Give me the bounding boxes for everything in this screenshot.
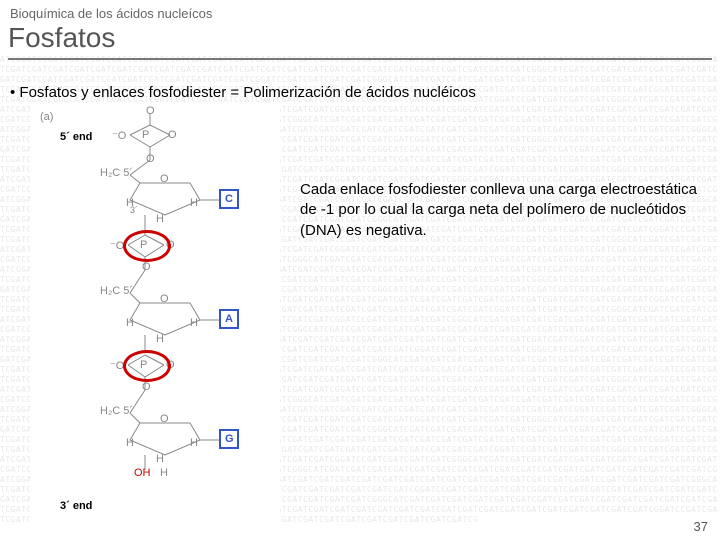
h-1b: H (190, 197, 198, 209)
phos-p-1: P (142, 129, 149, 141)
five-prime-label: 5´ end (60, 131, 92, 143)
terminal-h: H (160, 467, 168, 479)
h-2a: H (126, 317, 134, 329)
phos-o-1r: O (168, 129, 177, 141)
topic-line: Bioquímica de los ácidos nucleícos (10, 6, 212, 21)
c3-1: 3´ (130, 205, 138, 215)
c5-3: H₂C 5´ (100, 405, 133, 417)
ring-o-2: O (160, 293, 169, 305)
title-underline (8, 58, 712, 60)
h-2c: H (156, 333, 164, 345)
h-3a: H (126, 437, 134, 449)
phos-o-3b: O (142, 381, 151, 393)
terminal-oh: OH (134, 467, 151, 479)
phos-o-top: O (146, 105, 155, 117)
h-1c: H (156, 213, 164, 225)
highlight-circle-1 (123, 230, 171, 262)
base-A: A (225, 313, 233, 325)
phosphodiester-diagram: (a) 5´ end 3´ end O ⁻O P O O H₂C 5´ O H … (30, 105, 280, 525)
bullet-text: • Fosfatos y enlaces fosfodiester = Poli… (10, 84, 476, 101)
highlight-circle-2 (123, 350, 171, 382)
h-3c: H (156, 453, 164, 465)
phos-o-1b: O (146, 153, 155, 165)
explanation-text: Cada enlace fosfodiester conlleva una ca… (300, 180, 700, 241)
c5-2: H₂C 5´ (100, 285, 133, 297)
page-title: Fosfatos (8, 22, 115, 54)
ring-o-1: O (160, 173, 169, 185)
base-G: G (225, 433, 234, 445)
three-prime-label: 3´ end (60, 500, 92, 512)
page-number: 37 (694, 519, 708, 534)
chemistry-svg (30, 105, 280, 525)
ring-o-3: O (160, 413, 169, 425)
h-2b: H (190, 317, 198, 329)
phos-o-neg-1: ⁻O (112, 129, 126, 142)
phos-o-2b: O (142, 261, 151, 273)
diagram-label-a: (a) (40, 111, 53, 123)
base-C: C (225, 193, 233, 205)
h-3b: H (190, 437, 198, 449)
c5-1: H₂C 5´ (100, 167, 133, 179)
slide: ATCGGATCCGATCGATCGATCGATCGGGCATCGATCGATC… (0, 0, 720, 540)
